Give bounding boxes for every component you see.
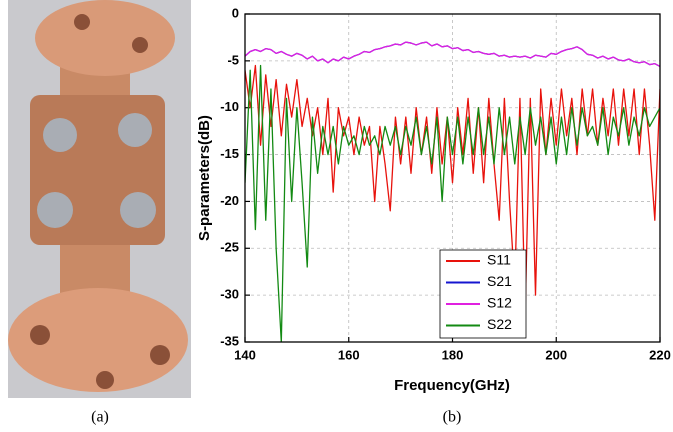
y-tick-label: -15 [220,146,239,161]
legend-label: S11 [487,252,511,268]
hole [30,325,50,345]
top-flange [35,0,175,76]
device-photo [8,0,191,398]
y-axis-label: S-parameters(dB) [196,115,213,241]
nut [118,113,152,147]
y-tick-label: -35 [220,333,239,348]
hole [96,371,114,389]
y-tick-label: -25 [220,240,239,255]
x-tick-label: 200 [545,347,567,362]
x-tick-label: 220 [649,347,671,362]
hole [74,14,90,30]
legend-label: S12 [487,295,512,311]
plot-frame [244,13,661,343]
nut [120,192,156,228]
caption: (a) [91,409,109,426]
y-tick-label: -10 [220,99,239,114]
y-tick-label: -20 [220,193,239,208]
x-tick-label: 140 [234,347,256,362]
caption: (b) [443,409,462,426]
bottom-flange [8,288,188,392]
y-tick-label: -30 [220,287,239,302]
x-axis-label: Frequency(GHz) [394,377,510,394]
plot [245,41,660,342]
nut [43,118,77,152]
hole [150,345,170,365]
y-tick-label: 0 [232,5,239,20]
series-line [245,64,660,342]
legend-label: S21 [487,273,512,289]
legend-label: S22 [487,316,512,332]
series-line [245,41,660,68]
hole [132,37,148,53]
nut [37,192,73,228]
x-tick-label: 180 [442,347,464,362]
series-line [245,64,660,315]
legend-box [439,249,527,339]
x-tick-label: 160 [338,347,360,362]
y-tick-label: -5 [227,52,239,67]
